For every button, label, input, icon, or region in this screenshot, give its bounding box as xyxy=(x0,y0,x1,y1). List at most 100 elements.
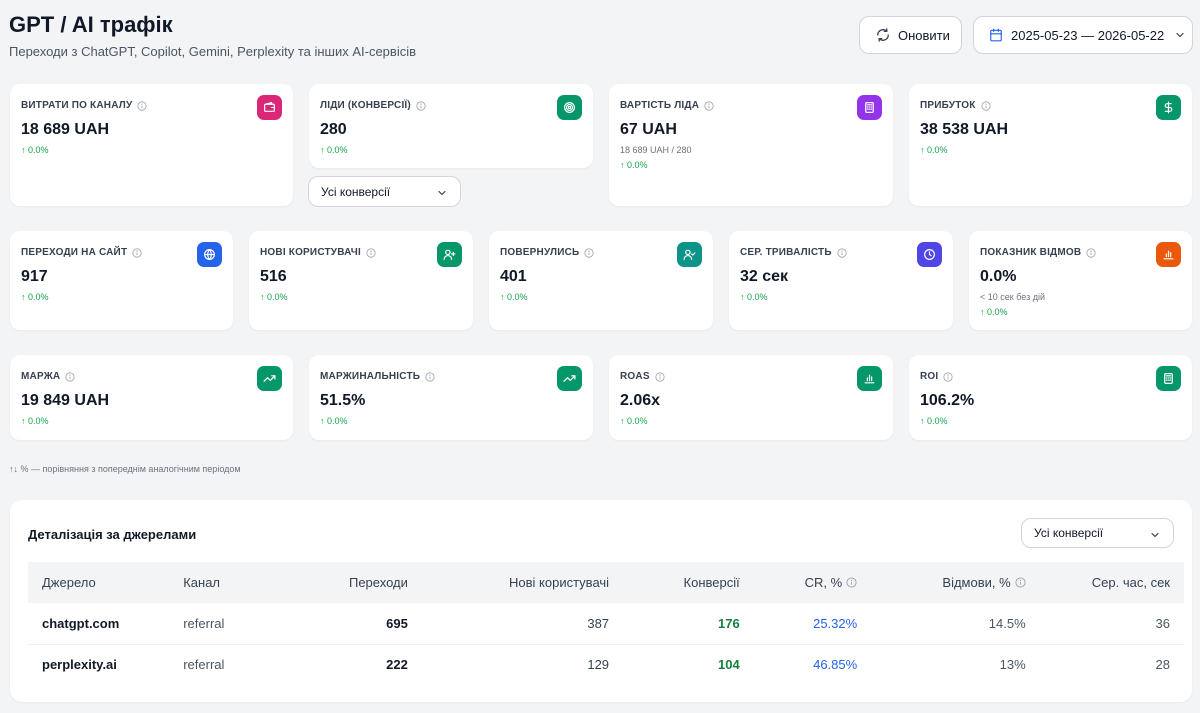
metric-delta: ↑ 0.0% xyxy=(500,292,528,302)
metric-value: 51.5% xyxy=(320,392,366,409)
calculator-icon xyxy=(857,95,882,120)
metric-delta: ↑ 0.0% xyxy=(620,160,648,170)
metric-value: 401 xyxy=(500,268,527,285)
info-icon[interactable] xyxy=(65,371,75,382)
metric-subtext: < 10 сек без дій xyxy=(980,292,1045,302)
info-icon[interactable] xyxy=(425,371,435,382)
metric-subtext: 18 689 UAH / 280 xyxy=(620,145,692,155)
metric-delta: ↑ 0.0% xyxy=(21,145,49,155)
metric-card: ВАРТІСТЬ ЛІДА 67 UAH 18 689 UAH / 280 ↑ 0.0… xyxy=(609,84,893,206)
target-icon xyxy=(557,95,582,120)
user-check-icon xyxy=(677,242,702,267)
column-header[interactable]: Нові користувачі xyxy=(509,575,610,590)
bar-chart-icon xyxy=(1156,242,1181,267)
sources-select-value: Усі конверсії xyxy=(1034,526,1104,540)
trending-up-icon xyxy=(257,366,282,391)
calculator-icon xyxy=(1156,366,1181,391)
metric-label: МАРЖИНАЛЬНІСТЬ xyxy=(320,371,435,382)
metric-delta: ↑ 0.0% xyxy=(320,145,348,155)
metric-label: НОВІ КОРИСТУВАЧІ xyxy=(260,247,376,258)
info-icon[interactable] xyxy=(584,247,594,258)
metric-value: 67 UAH xyxy=(620,121,677,138)
metric-value: 106.2% xyxy=(920,392,975,409)
info-icon[interactable] xyxy=(366,247,376,258)
refresh-icon xyxy=(877,28,889,42)
chevron-down-icon xyxy=(1151,532,1159,538)
info-icon[interactable] xyxy=(1015,576,1026,591)
cr-cell: 25.32% xyxy=(813,615,858,631)
channel-cell: referral xyxy=(183,657,225,673)
sources-conversion-select[interactable]: Усі конверсії xyxy=(1021,518,1174,548)
source-cell: perplexity.ai xyxy=(42,657,117,673)
cr-cell: 46.85% xyxy=(813,657,858,673)
refresh-button[interactable]: Оновити xyxy=(859,16,962,54)
new-users-cell: 387 xyxy=(587,615,610,631)
metric-delta: ↑ 0.0% xyxy=(320,416,348,426)
metric-card: ПЕРЕХОДИ НА САЙТ 917 ↑ 0.0% xyxy=(10,231,233,330)
info-icon[interactable] xyxy=(980,100,991,111)
metric-card: ПОВЕРНУЛИСЬ 401 ↑ 0.0% xyxy=(489,231,713,330)
info-icon[interactable] xyxy=(846,576,857,591)
metric-value: 19 849 UAH xyxy=(21,392,110,409)
metric-delta: ↑ 0.0% xyxy=(920,145,948,155)
clock-icon xyxy=(917,242,942,267)
info-icon[interactable] xyxy=(837,247,847,258)
page-subtitle: Переходи з ChatGPT, Copilot, Gemini, Per… xyxy=(9,44,417,59)
page-title: GPT / AI трафік xyxy=(9,12,173,37)
metric-delta: ↑ 0.0% xyxy=(21,416,49,426)
metric-label: ROI xyxy=(920,371,953,382)
metric-card: ROI 106.2% ↑ 0.0% xyxy=(909,355,1192,440)
user-plus-icon xyxy=(437,242,462,267)
metric-value: 32 сек xyxy=(740,268,789,285)
table-row[interactable]: chatgpt.com referral 695 387 176 25.32% 14.5% 3… xyxy=(28,603,1184,644)
info-icon[interactable] xyxy=(1086,247,1096,258)
sources-panel: Деталізація за джерелами Усі конверсії Д… xyxy=(10,500,1192,702)
info-icon[interactable] xyxy=(943,371,953,382)
column-header[interactable]: Переходи xyxy=(348,575,408,590)
metric-card: ПОКАЗНИК ВІДМОВ 0.0% < 10 сек без дій ↑ 0.0… xyxy=(969,231,1192,330)
column-header[interactable]: Джерело xyxy=(42,575,96,590)
conversion-filter-select[interactable]: Усі конверсії xyxy=(308,176,461,207)
column-header[interactable]: CR, % xyxy=(740,562,857,603)
channel-cell: referral xyxy=(183,615,225,631)
column-header[interactable]: Конверсії xyxy=(683,575,740,590)
metric-value: 2.06x xyxy=(620,392,661,409)
conversion-filter-value: Усі конверсії xyxy=(321,184,391,199)
metric-card: НОВІ КОРИСТУВАЧІ 516 ↑ 0.0% xyxy=(249,231,473,330)
metric-card: МАРЖА 19 849 UAH ↑ 0.0% xyxy=(10,355,293,440)
metric-delta: ↑ 0.0% xyxy=(21,292,49,302)
info-icon[interactable] xyxy=(704,100,714,111)
metric-delta: ↑ 0.0% xyxy=(620,416,648,426)
column-header[interactable]: Відмови, % xyxy=(857,562,1026,603)
metric-value: 917 xyxy=(21,268,48,285)
metric-card: ВИТРАТИ ПО КАНАЛУ 18 689 UAH ↑ 0.0% xyxy=(10,84,293,206)
metric-label: ВИТРАТИ ПО КАНАЛУ xyxy=(21,100,147,111)
table-row[interactable]: perplexity.ai referral 222 129 104 46.85% 13% 2… xyxy=(28,644,1184,685)
conversions-cell: 104 xyxy=(718,657,740,673)
conversions-cell: 176 xyxy=(718,615,740,631)
bounce-cell: 13% xyxy=(999,657,1026,673)
dollar-icon xyxy=(1156,95,1181,120)
info-icon[interactable] xyxy=(132,247,142,258)
calendar-icon xyxy=(990,28,1002,42)
date-range-picker[interactable]: 2025-05-23 — 2026-05-22 xyxy=(973,16,1193,54)
metric-value: 0.0% xyxy=(980,268,1017,285)
info-icon[interactable] xyxy=(137,100,147,111)
metric-label: ПРИБУТОК xyxy=(920,100,991,111)
trending-up-icon xyxy=(557,366,582,391)
refresh-label: Оновити xyxy=(898,27,950,43)
metric-value: 18 689 UAH xyxy=(21,121,110,138)
info-icon[interactable] xyxy=(416,100,426,111)
column-header[interactable]: Сер. час, сек xyxy=(1091,575,1170,590)
column-header[interactable]: Канал xyxy=(183,575,221,590)
metric-card: СЕР. ТРИВАЛІСТЬ 32 сек ↑ 0.0% xyxy=(729,231,953,330)
wallet-icon xyxy=(257,95,282,120)
metric-label: МАРЖА xyxy=(21,371,75,382)
metric-label: ROAS xyxy=(620,371,665,382)
metric-delta: ↑ 0.0% xyxy=(980,307,1008,317)
chevron-down-icon xyxy=(438,190,446,196)
metric-label: ВАРТІСТЬ ЛІДА xyxy=(620,100,714,111)
date-range-label: 2025-05-23 — 2026-05-22 xyxy=(1011,27,1165,43)
info-icon[interactable] xyxy=(655,371,665,382)
metric-label: СЕР. ТРИВАЛІСТЬ xyxy=(740,247,847,258)
